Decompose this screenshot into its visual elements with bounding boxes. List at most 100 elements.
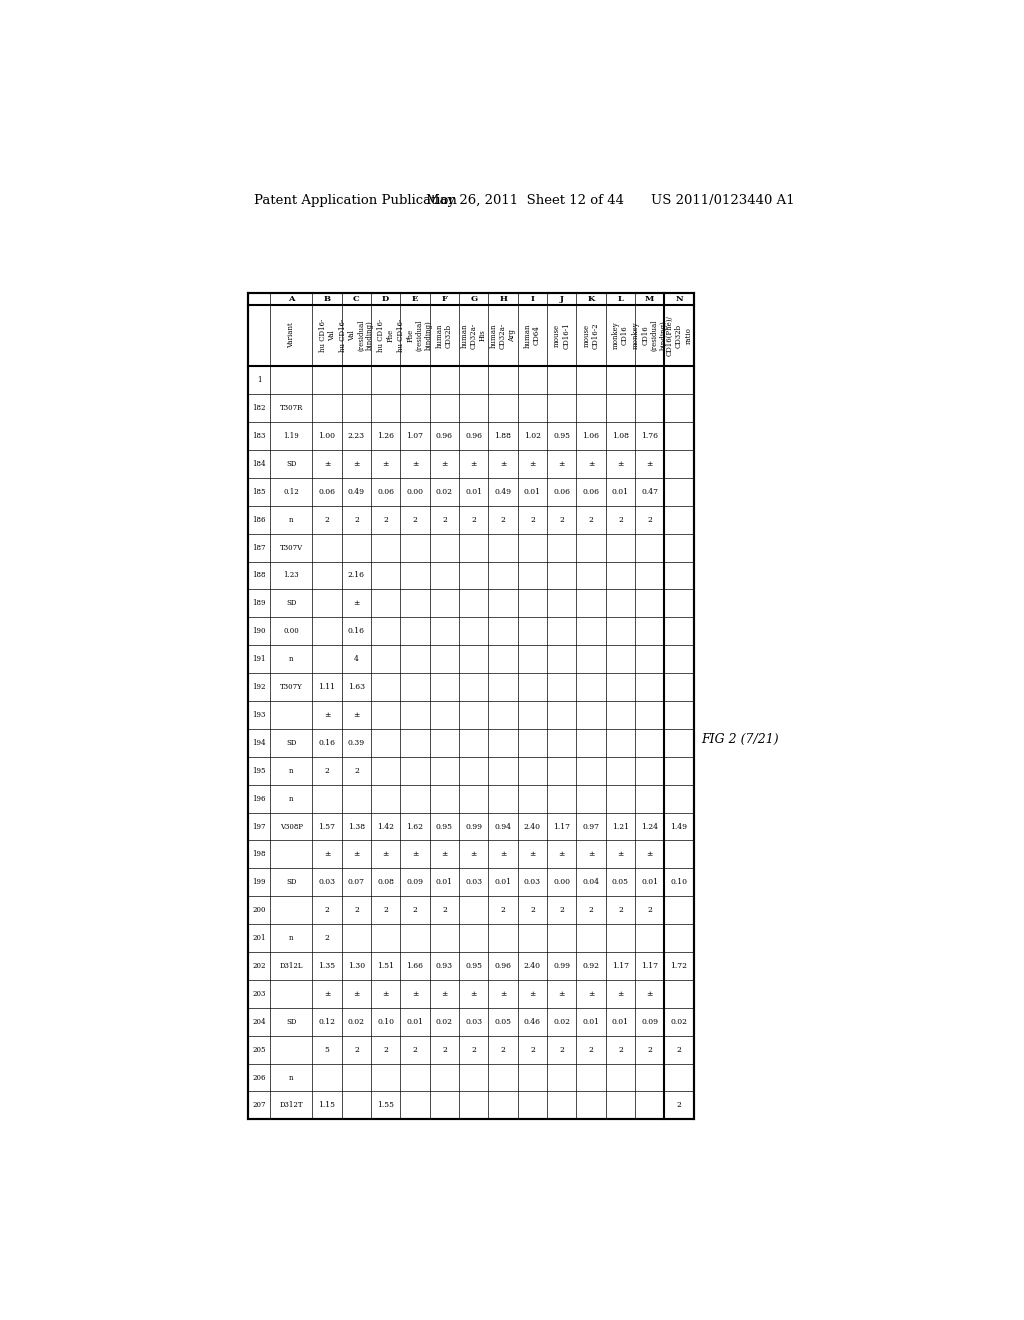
Text: 2: 2 [618,516,623,524]
Text: ±: ± [588,850,594,858]
Text: H: H [499,294,507,302]
Text: 0.10: 0.10 [671,878,687,886]
Text: 2: 2 [471,516,476,524]
Text: M: M [645,294,654,302]
Text: 1.07: 1.07 [407,432,424,440]
Text: ±: ± [383,850,389,858]
Text: mouse
CD16-2: mouse CD16-2 [583,322,600,348]
Text: 1.42: 1.42 [377,822,394,830]
Text: 1.17: 1.17 [553,822,570,830]
Text: T307R: T307R [280,404,303,412]
Text: V308P: V308P [280,822,303,830]
Text: monkey
CD16
(residual
binding): monkey CD16 (residual binding) [632,319,668,351]
Text: 2: 2 [413,1045,418,1053]
Text: 2: 2 [559,1045,564,1053]
Text: 0.03: 0.03 [465,878,482,886]
Text: 1.35: 1.35 [318,962,336,970]
Text: 0.09: 0.09 [641,1018,658,1026]
Text: 0.04: 0.04 [583,878,600,886]
Text: human
CD32a-
Arg: human CD32a- Arg [489,322,516,348]
Text: human
CD32b: human CD32b [436,323,453,347]
Text: 2: 2 [354,767,358,775]
Text: 1.55: 1.55 [377,1101,394,1109]
Text: 1.49: 1.49 [671,822,687,830]
Text: ±: ± [646,990,653,998]
Text: CD16(Phe)/
CD32b
ratio: CD16(Phe)/ CD32b ratio [666,315,692,356]
Text: ±: ± [529,850,536,858]
Text: 2: 2 [383,906,388,915]
Text: ±: ± [441,459,447,467]
Text: 2: 2 [647,516,652,524]
Text: 2.40: 2.40 [524,822,541,830]
Text: 5: 5 [325,1045,330,1053]
Text: hu CD16-
Val: hu CD16- Val [318,319,336,352]
Text: 0.00: 0.00 [553,878,570,886]
Text: 0.01: 0.01 [407,1018,424,1026]
Text: 0.16: 0.16 [318,739,336,747]
Text: 0.16: 0.16 [348,627,365,635]
Text: D: D [382,294,389,302]
Text: 2.23: 2.23 [348,432,365,440]
Text: 2: 2 [325,516,330,524]
Text: 0.03: 0.03 [524,878,541,886]
Text: human
CD32a-
His: human CD32a- His [461,322,487,348]
Text: 0.49: 0.49 [495,488,512,496]
Text: monkey
CD16: monkey CD16 [611,322,629,350]
Text: 1.17: 1.17 [612,962,629,970]
Text: 1.08: 1.08 [612,432,629,440]
Text: ±: ± [324,711,331,719]
Text: human
CD64: human CD64 [524,323,541,347]
Text: G: G [470,294,477,302]
Text: 191: 191 [252,655,265,663]
Text: 2: 2 [618,1045,623,1053]
Text: 0.01: 0.01 [612,488,629,496]
Text: ±: ± [646,459,653,467]
Text: 2: 2 [589,906,594,915]
Text: 2: 2 [530,1045,535,1053]
Text: Variant: Variant [287,322,295,348]
Text: 2: 2 [677,1101,682,1109]
Text: 189: 189 [252,599,265,607]
Text: May 26, 2011  Sheet 12 of 44: May 26, 2011 Sheet 12 of 44 [426,194,624,207]
Text: 2.40: 2.40 [524,962,541,970]
Text: 193: 193 [252,711,265,719]
Text: 0.95: 0.95 [465,962,482,970]
Text: 2: 2 [501,906,506,915]
Text: ±: ± [471,850,477,858]
Text: n: n [289,1073,294,1081]
Text: 0.12: 0.12 [318,1018,336,1026]
Text: T307V: T307V [280,544,303,552]
Text: 2: 2 [354,1045,358,1053]
Text: T307Y: T307Y [280,682,302,692]
Text: 2: 2 [442,1045,446,1053]
Text: 2: 2 [325,767,330,775]
Text: 202: 202 [252,962,265,970]
Text: 1.72: 1.72 [671,962,687,970]
Text: 0.06: 0.06 [318,488,336,496]
Text: 1.11: 1.11 [318,682,336,692]
Text: 0.01: 0.01 [524,488,541,496]
Text: 182: 182 [252,404,265,412]
Text: ±: ± [588,459,594,467]
Text: 0.06: 0.06 [553,488,570,496]
Text: 0.00: 0.00 [284,627,299,635]
Text: D312L: D312L [280,962,303,970]
Text: 0.96: 0.96 [436,432,453,440]
Text: 0.06: 0.06 [583,488,600,496]
Text: 2: 2 [471,1045,476,1053]
Text: 0.39: 0.39 [348,739,365,747]
Text: 2.16: 2.16 [348,572,365,579]
Text: 195: 195 [252,767,265,775]
Text: ±: ± [412,990,418,998]
Text: SD: SD [286,1018,296,1026]
Text: 206: 206 [252,1073,265,1081]
Text: 1.21: 1.21 [612,822,629,830]
Text: 0.47: 0.47 [641,488,658,496]
Text: 0.02: 0.02 [436,1018,453,1026]
Text: 2: 2 [413,516,418,524]
Text: ±: ± [383,459,389,467]
Text: 0.02: 0.02 [671,1018,687,1026]
Text: I: I [530,294,535,302]
Text: ±: ± [558,459,565,467]
Text: ±: ± [646,850,653,858]
